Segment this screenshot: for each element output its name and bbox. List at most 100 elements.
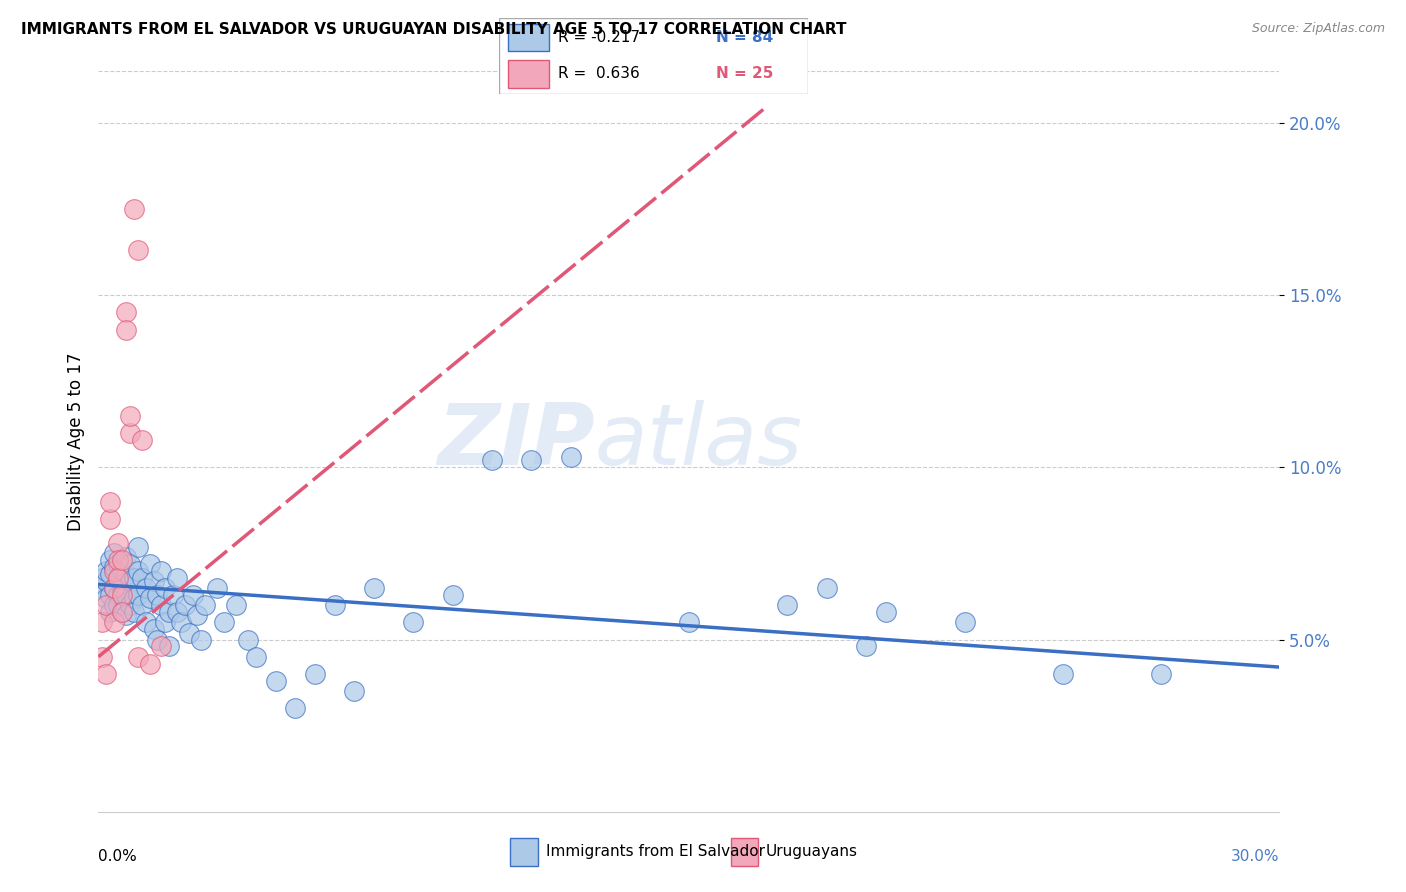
Point xyxy=(98,512,121,526)
Point xyxy=(107,588,129,602)
Point xyxy=(118,598,141,612)
Point xyxy=(115,608,138,623)
Point xyxy=(118,557,141,571)
Text: Uruguayans: Uruguayans xyxy=(766,845,858,859)
Point xyxy=(103,546,125,560)
Point xyxy=(150,640,173,654)
Text: 30.0%: 30.0% xyxy=(1232,849,1279,863)
Point xyxy=(131,570,153,584)
Point xyxy=(225,598,247,612)
Point xyxy=(855,640,877,654)
Point xyxy=(190,632,212,647)
Point xyxy=(264,673,287,688)
Point xyxy=(875,605,897,619)
Point xyxy=(135,581,157,595)
Point xyxy=(127,649,149,664)
Point xyxy=(157,640,180,654)
Point xyxy=(96,564,118,578)
Point xyxy=(142,622,165,636)
Point xyxy=(157,605,180,619)
Point xyxy=(111,588,134,602)
Point xyxy=(107,553,129,567)
Point xyxy=(343,684,366,698)
Point xyxy=(111,605,134,619)
Point xyxy=(177,625,200,640)
Point xyxy=(122,605,145,619)
Point xyxy=(107,570,129,584)
Point xyxy=(111,605,134,619)
Point xyxy=(127,244,149,258)
Point xyxy=(127,588,149,602)
Point xyxy=(776,598,799,612)
Point xyxy=(815,581,838,595)
Point xyxy=(142,574,165,588)
Point xyxy=(304,667,326,681)
Point xyxy=(91,570,114,584)
Point xyxy=(96,667,118,681)
Text: IMMIGRANTS FROM EL SALVADOR VS URUGUAYAN DISABILITY AGE 5 TO 17 CORRELATION CHAR: IMMIGRANTS FROM EL SALVADOR VS URUGUAYAN… xyxy=(21,22,846,37)
Point xyxy=(118,409,141,423)
Point xyxy=(150,598,173,612)
Point xyxy=(111,577,134,591)
Point xyxy=(91,615,114,630)
Point xyxy=(323,598,346,612)
Point xyxy=(122,202,145,216)
Text: R =  0.636: R = 0.636 xyxy=(558,66,640,81)
Point xyxy=(107,570,129,584)
Point xyxy=(131,598,153,612)
Point xyxy=(103,581,125,595)
Point xyxy=(127,564,149,578)
Point xyxy=(115,567,138,582)
Point xyxy=(103,564,125,578)
Point xyxy=(98,588,121,602)
Bar xyxy=(509,61,548,87)
Point xyxy=(103,581,125,595)
Point xyxy=(98,567,121,582)
Point xyxy=(96,598,118,612)
Point xyxy=(953,615,976,630)
Point xyxy=(181,588,204,602)
Point xyxy=(155,615,177,630)
Point xyxy=(115,305,138,319)
Point xyxy=(127,540,149,554)
Point xyxy=(118,574,141,588)
Text: Immigrants from El Salvador: Immigrants from El Salvador xyxy=(546,845,765,859)
Point xyxy=(131,433,153,447)
Point xyxy=(96,574,118,588)
Point xyxy=(122,570,145,584)
Point xyxy=(103,598,125,612)
Point xyxy=(122,591,145,606)
Text: 0.0%: 0.0% xyxy=(98,849,138,863)
Point xyxy=(103,615,125,630)
Point xyxy=(1150,667,1173,681)
Point xyxy=(560,450,582,464)
Point xyxy=(194,598,217,612)
Text: ZIP: ZIP xyxy=(437,400,595,483)
Y-axis label: Disability Age 5 to 17: Disability Age 5 to 17 xyxy=(66,352,84,531)
Point xyxy=(363,581,385,595)
Point xyxy=(155,581,177,595)
Point xyxy=(111,553,134,567)
Bar xyxy=(731,838,758,866)
Point xyxy=(111,564,134,578)
Point xyxy=(166,605,188,619)
Point xyxy=(174,598,197,612)
Point xyxy=(520,453,543,467)
Point xyxy=(96,591,118,606)
Point xyxy=(170,615,193,630)
Point xyxy=(162,588,184,602)
Point xyxy=(205,581,228,595)
Bar xyxy=(510,838,537,866)
Point xyxy=(150,564,173,578)
Point xyxy=(115,549,138,564)
Text: R = -0.217: R = -0.217 xyxy=(558,30,640,45)
Point xyxy=(98,553,121,567)
Point xyxy=(138,657,160,671)
Point xyxy=(146,588,169,602)
Point xyxy=(103,560,125,574)
Point xyxy=(284,701,307,715)
Point xyxy=(98,495,121,509)
Point xyxy=(115,323,138,337)
Point xyxy=(678,615,700,630)
Point xyxy=(91,581,114,595)
